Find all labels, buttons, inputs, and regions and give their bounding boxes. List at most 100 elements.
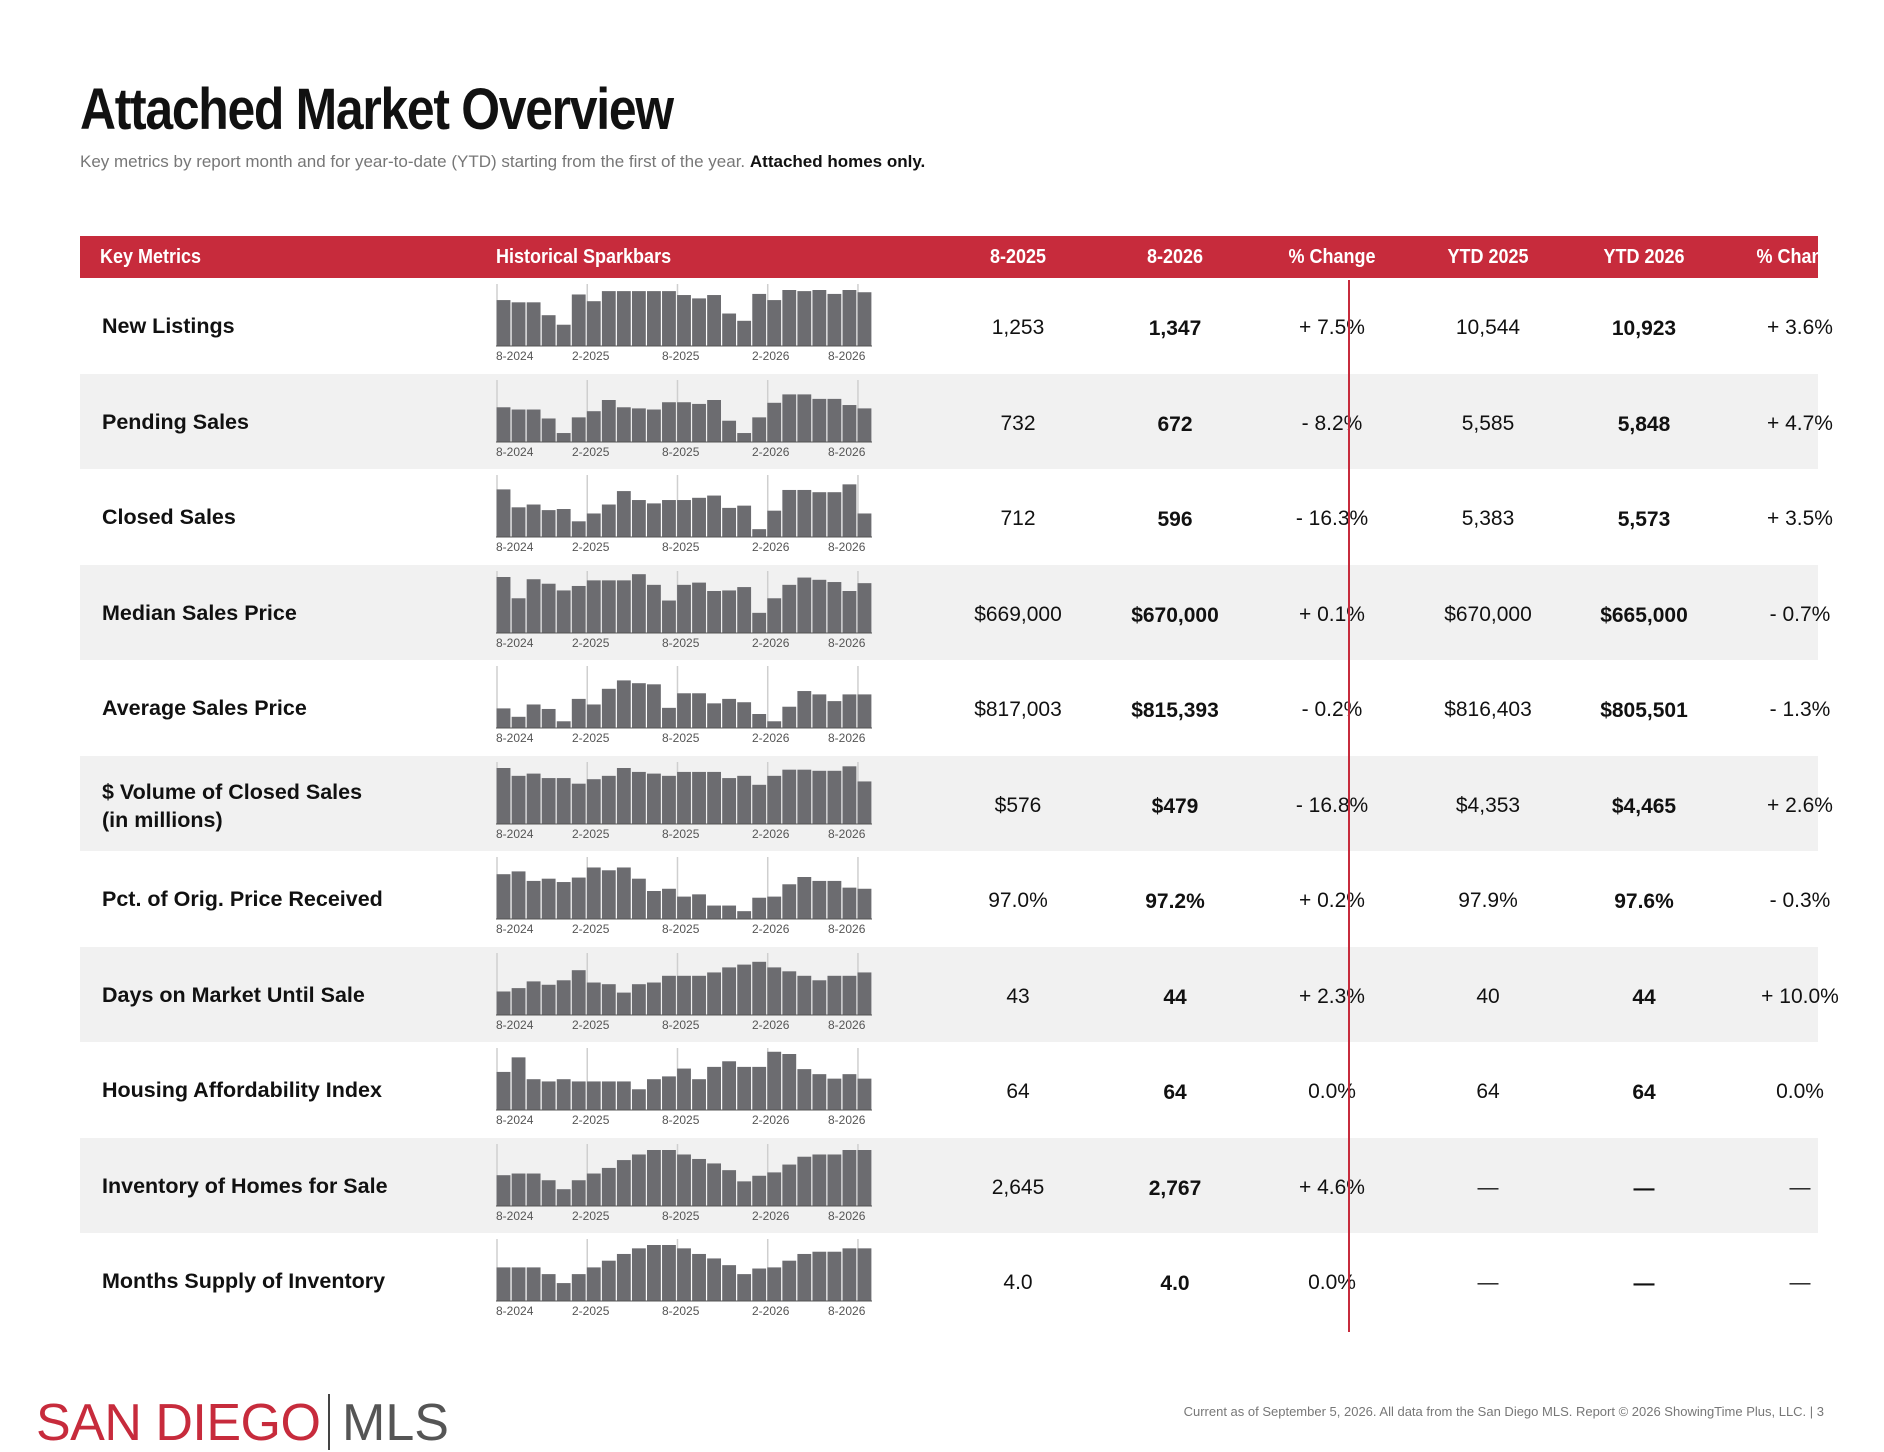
sparkbar-bar — [842, 590, 857, 633]
sparkbar-bar — [526, 1267, 541, 1301]
sparkbar-chart: 8-2024 2-2025 8-2025 2-2026 8-2026 — [496, 1048, 872, 1128]
sparkbar-bar — [827, 701, 842, 728]
metric-label: Days on Market Until Sale — [102, 981, 365, 1009]
table-header: Key Metrics Historical Sparkbars 8-2025 … — [80, 236, 1844, 278]
subtitle-text: Key metrics by report month and for year… — [80, 152, 746, 171]
sparkbar-bar — [857, 694, 872, 728]
sparkbar-axis-label: 2-2026 — [752, 445, 790, 459]
sparkbar-bar — [857, 1248, 872, 1301]
cell-month-current: $815,393 — [1131, 699, 1219, 722]
sparkbar-bar — [662, 707, 676, 728]
sparkbar-axis-label: 8-2026 — [828, 731, 866, 745]
sparkbar-bar — [857, 513, 872, 537]
table-row: Pct. of Orig. Price Received 8-2024 2-2025… — [80, 851, 1830, 947]
sparkbar-bar — [767, 300, 782, 346]
sparkbar-bar — [571, 294, 586, 346]
sparkbar-bar — [842, 484, 857, 537]
sparkbar-axis-label: 8-2026 — [828, 349, 866, 363]
sparkbar-bar — [631, 983, 646, 1015]
sparkbar-bar — [526, 504, 541, 537]
sparkbar-bar — [677, 584, 691, 633]
cell-month-current: 596 — [1157, 508, 1193, 531]
sparkbar-bar — [827, 880, 842, 919]
cell-ytd-current: $665,000 — [1600, 603, 1688, 627]
logo-mls: MLS — [342, 1394, 449, 1452]
sparkbar-axis-label: 2-2025 — [572, 731, 610, 745]
sparkbar-bar — [541, 417, 556, 442]
sparkbar-bar — [767, 1267, 782, 1301]
sparkbar-axis-label: 8-2024 — [496, 1113, 534, 1127]
sparkbar-bar — [737, 702, 752, 728]
sparkbar-bar — [496, 1174, 511, 1206]
sparkbar-bar — [616, 579, 631, 633]
cell-ytd-change: - 1.3% — [1769, 698, 1831, 721]
sparkbar-bar — [722, 507, 737, 537]
sparkbar-bar — [707, 703, 721, 728]
sparkbar-svg: 8-2024 2-2025 8-2025 2-2026 8-2026 — [496, 1239, 872, 1318]
sparkbar-bar — [541, 878, 556, 919]
sparkbar-bar — [586, 301, 601, 346]
header-ytd-current: YTD 2026 — [1603, 246, 1685, 268]
sparkbar-bar — [601, 291, 616, 346]
sparkbar-axis-label: 8-2024 — [496, 636, 534, 650]
sparkbar-axis-label: 8-2025 — [662, 922, 700, 936]
sparkbar-bar — [662, 500, 676, 537]
sparkbar-bar — [541, 984, 556, 1015]
cell-month-change: + 7.5% — [1299, 316, 1365, 339]
header-ytd-prior: YTD 2025 — [1447, 246, 1529, 268]
sparkbar-bar — [647, 891, 661, 919]
cell-ytd-prior: 40 — [1476, 984, 1500, 1008]
table-row: $ Volume of Closed Sales (in millions) 8-2… — [80, 755, 1833, 851]
sparkbar-axis-label: 8-2025 — [662, 349, 700, 363]
cell-month-change: - 16.8% — [1295, 793, 1369, 817]
sparkbar-axis-label: 8-2024 — [496, 445, 534, 459]
sparkbar-axis-label: 2-2026 — [752, 731, 790, 745]
sparkbar-axis-label: 2-2026 — [752, 922, 790, 936]
subtitle-emphasis: Attached homes only. — [749, 152, 926, 171]
sparkbar-bar — [857, 292, 872, 346]
sparkbar-bar — [541, 583, 556, 633]
sparkbar-bar — [647, 409, 661, 442]
sparkbar-bar — [797, 1069, 812, 1110]
sparkbar-bar — [571, 416, 586, 442]
cell-ytd-change: — — [1789, 1271, 1811, 1294]
sparkbar-bar — [541, 777, 556, 824]
cell-ytd-prior: 5,585 — [1461, 411, 1515, 435]
sparkbar-axis-label: 2-2026 — [752, 540, 790, 554]
sparkbar-bar — [782, 1260, 797, 1301]
sparkbar-axis-label: 8-2026 — [828, 540, 866, 554]
sparkbar-bar — [857, 1078, 872, 1110]
cell-ytd-current: $4,465 — [1611, 794, 1677, 818]
sparkbar-bar — [782, 884, 797, 919]
sparkbar-bar — [767, 510, 782, 537]
sparkbar-bar — [692, 497, 706, 537]
sparkbar-bar — [857, 780, 872, 824]
sparkbar-bar — [556, 721, 571, 728]
sparkbar-bar — [842, 1248, 857, 1301]
sparkbar-bar — [752, 529, 767, 537]
cell-month-prior: 43 — [1006, 984, 1030, 1008]
sparkbar-bar — [601, 1081, 616, 1110]
sparkbar-bar — [692, 894, 706, 919]
sparkbar-bar — [541, 315, 556, 346]
key-metrics-table: Key Metrics Historical Sparkbars 8-2025 … — [80, 236, 1844, 1332]
sparkbar-axis-label: 8-2024 — [496, 731, 534, 745]
sparkbar-bar — [827, 398, 842, 442]
cell-ytd-change: + 3.5% — [1767, 507, 1833, 530]
sparkbar-bar — [752, 961, 767, 1015]
sparkbar-bar — [616, 992, 631, 1015]
cell-month-prior: 732 — [1000, 411, 1036, 435]
sparkbar-chart: 8-2024 2-2025 8-2025 2-2026 8-2026 — [496, 666, 872, 746]
sparkbar-bar — [857, 582, 872, 633]
sparkbar-bar — [842, 1074, 857, 1110]
sparkbar-bar — [767, 402, 782, 442]
header-month-current: 8-2026 — [1146, 246, 1204, 268]
sparkbar-bar — [782, 706, 797, 728]
sparkbar-bar — [647, 1245, 661, 1301]
cell-month-current: 44 — [1163, 985, 1187, 1009]
sparkbar-bar — [812, 979, 827, 1015]
sparkbar-bar — [677, 1153, 691, 1206]
footer-note: Current as of September 5, 2026. All dat… — [1183, 1404, 1824, 1419]
sparkbar-svg: 8-2024 2-2025 8-2025 2-2026 8-2026 — [496, 284, 872, 363]
sparkbar-bar — [647, 584, 661, 633]
